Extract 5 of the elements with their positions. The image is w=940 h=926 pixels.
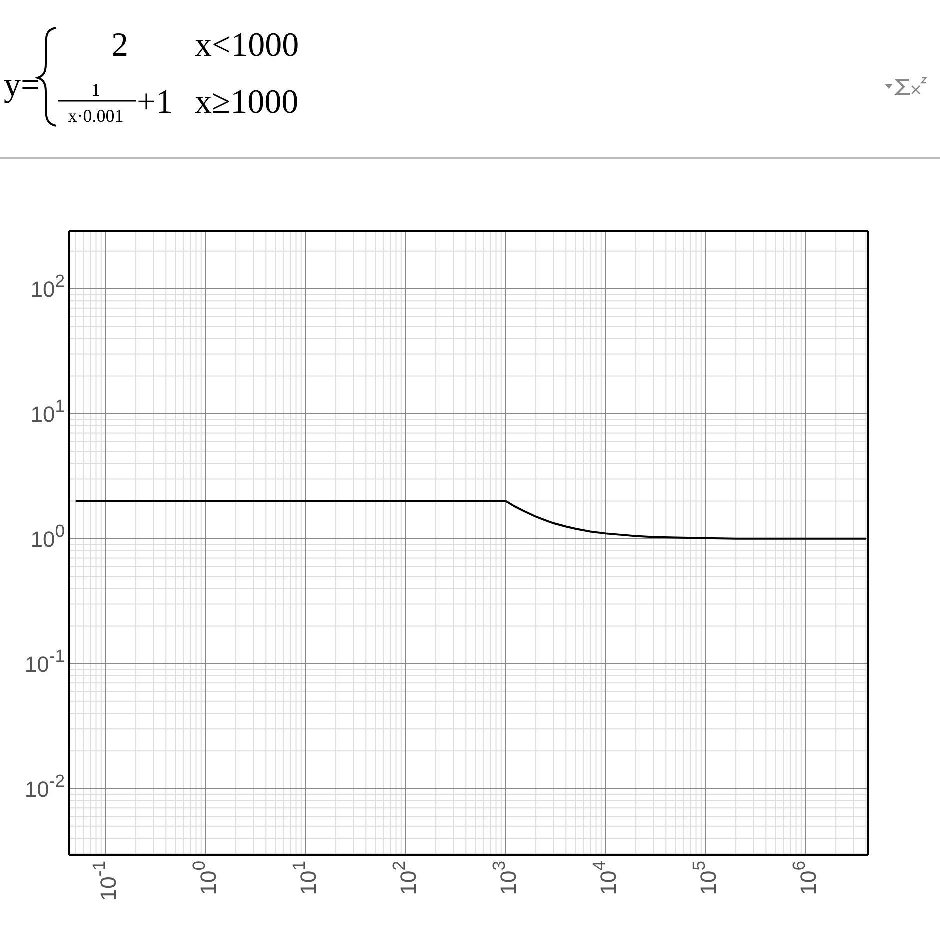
- y-tick-label: 10$^{-2}$: [24, 770, 65, 802]
- y-tick-label: 10$^{2}$: [30, 270, 65, 302]
- y-tick-label: 10$^{-1}$: [24, 646, 65, 677]
- y-tick-label: 10$^{1}$: [30, 396, 65, 427]
- y-tick-label: 10$^{0}$: [30, 520, 66, 552]
